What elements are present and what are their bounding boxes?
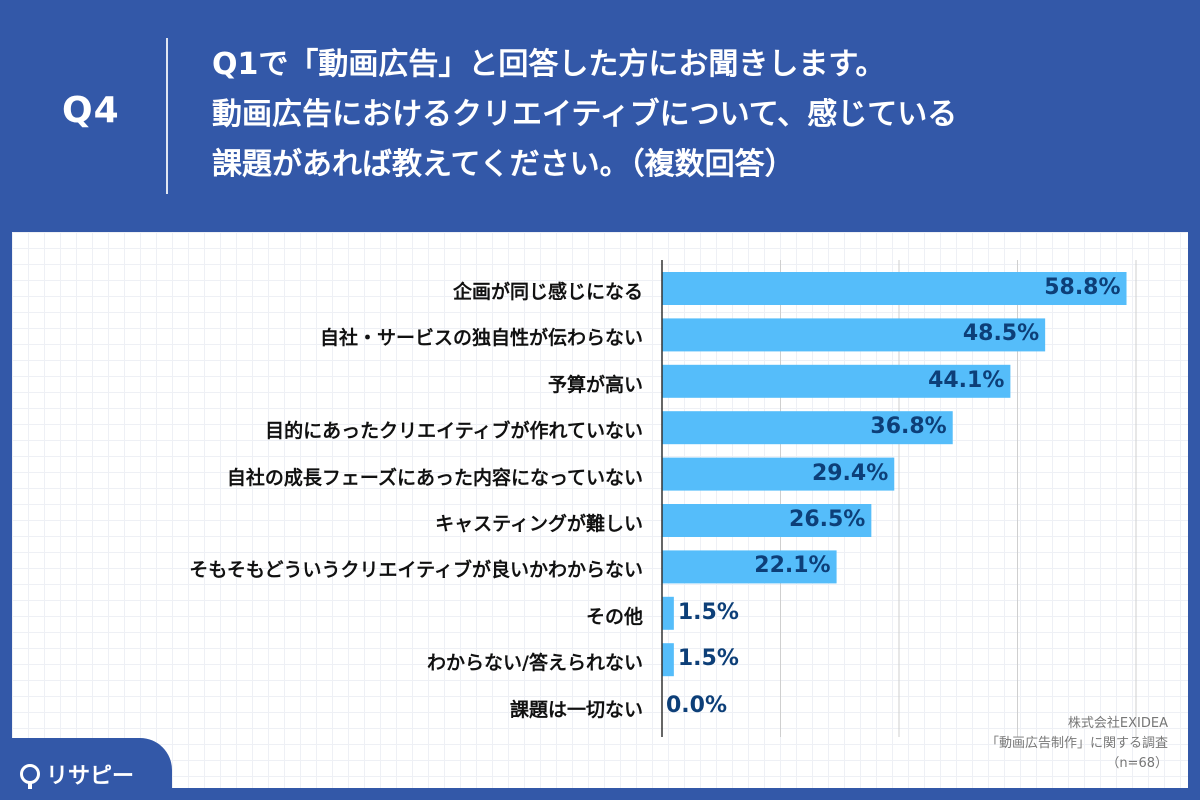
- credit-company: 株式会社EXIDEA: [1067, 716, 1168, 731]
- category-label: 自社・サービスの独自性が伝わらない: [319, 327, 643, 350]
- logo-text: リサピー: [46, 764, 135, 789]
- value-label: 1.5%: [677, 646, 739, 672]
- value-label: 36.8%: [870, 414, 947, 440]
- question-line: 動画広告におけるクリエイティブについて、感じている: [212, 97, 958, 132]
- bar: [662, 457, 895, 491]
- bar: [662, 318, 1046, 352]
- category-label: そもそもどういうクリエイティブが良いかわからない: [189, 559, 643, 582]
- category-label: わからない/答えられない: [427, 652, 643, 675]
- value-label: 1.5%: [677, 599, 739, 625]
- value-label: 26.5%: [789, 507, 866, 532]
- category-label: 企画が同じ感じになる: [452, 281, 643, 303]
- category-label: 予算が高い: [547, 373, 643, 396]
- bar: [662, 643, 674, 677]
- category-label: その他: [585, 605, 643, 628]
- credits: 株式会社EXIDEA 「動画広告制作」に関する調査 （n=68）: [986, 714, 1168, 774]
- bar: [662, 596, 674, 630]
- value-label: 48.5%: [962, 321, 1040, 347]
- value-label: 44.1%: [928, 367, 1005, 393]
- bar: [662, 364, 1011, 398]
- brand-logo: リサピー: [20, 758, 134, 790]
- bar-chart: [661, 260, 1137, 737]
- bar: [662, 272, 1127, 305]
- question-line: Q1で「動画広告」と回答した方にお聞きします。: [212, 47, 886, 82]
- question-text: Q1で「動画広告」と回答した方にお聞きします。 動画広告におけるクリエイティブに…: [212, 40, 957, 190]
- question-line: 課題があれば教えてください。（複数回答）: [212, 147, 795, 182]
- category-label: 自社の成長フェーズにあった内容になっていない: [226, 466, 643, 489]
- value-label: 22.1%: [754, 553, 831, 579]
- header: Q4 Q1で「動画広告」と回答した方にお聞きします。 動画広告におけるクリエイテ…: [0, 0, 1200, 232]
- bar: [662, 504, 872, 537]
- credit-sample-size: （n=68）: [1106, 756, 1168, 771]
- bar: [662, 411, 953, 445]
- category-label: キャスティングが難しい: [435, 513, 643, 535]
- question-number: Q4: [62, 90, 120, 131]
- header-divider: [166, 38, 168, 194]
- value-label: 0.0%: [666, 692, 728, 718]
- logo-icon: [20, 764, 40, 789]
- credit-survey: 「動画広告制作」に関する調査: [985, 736, 1168, 751]
- value-label: 29.4%: [811, 460, 889, 486]
- chart-panel: 企画が同じ感じになる 58.8% 自社・サービスの独自性が伝わらない 48.5% 予算が…: [12, 232, 1188, 788]
- value-label: 58.8%: [1044, 275, 1121, 300]
- category-label: 課題は一切ない: [509, 698, 643, 721]
- category-label: 目的にあったクリエイティブが作れていない: [265, 420, 643, 443]
- bar: [662, 550, 837, 584]
